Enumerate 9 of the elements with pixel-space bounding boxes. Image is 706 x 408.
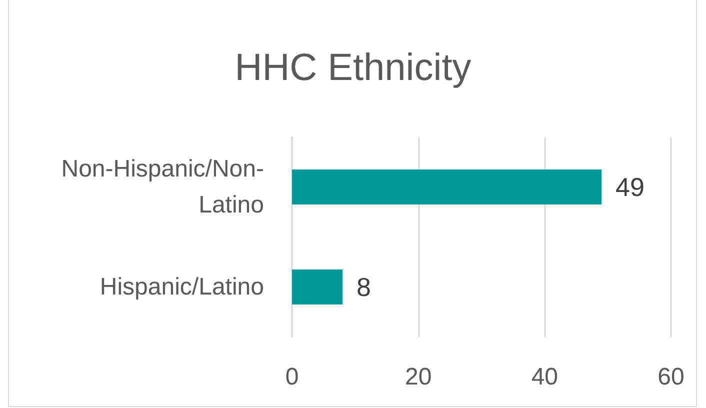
chart-title: HHC Ethnicity <box>234 47 472 89</box>
y-tick-label: Hispanic/Latino <box>100 274 264 300</box>
data-label: 8 <box>356 272 371 302</box>
x-tick-label: 40 <box>531 364 558 390</box>
data-label: 49 <box>616 172 644 202</box>
x-tick-label: 20 <box>404 364 432 390</box>
x-tick-label: 60 <box>658 364 684 390</box>
x-tick-label: 0 <box>285 364 299 390</box>
y-tick-label: Non-Hispanic/Non-Latino <box>61 156 264 218</box>
